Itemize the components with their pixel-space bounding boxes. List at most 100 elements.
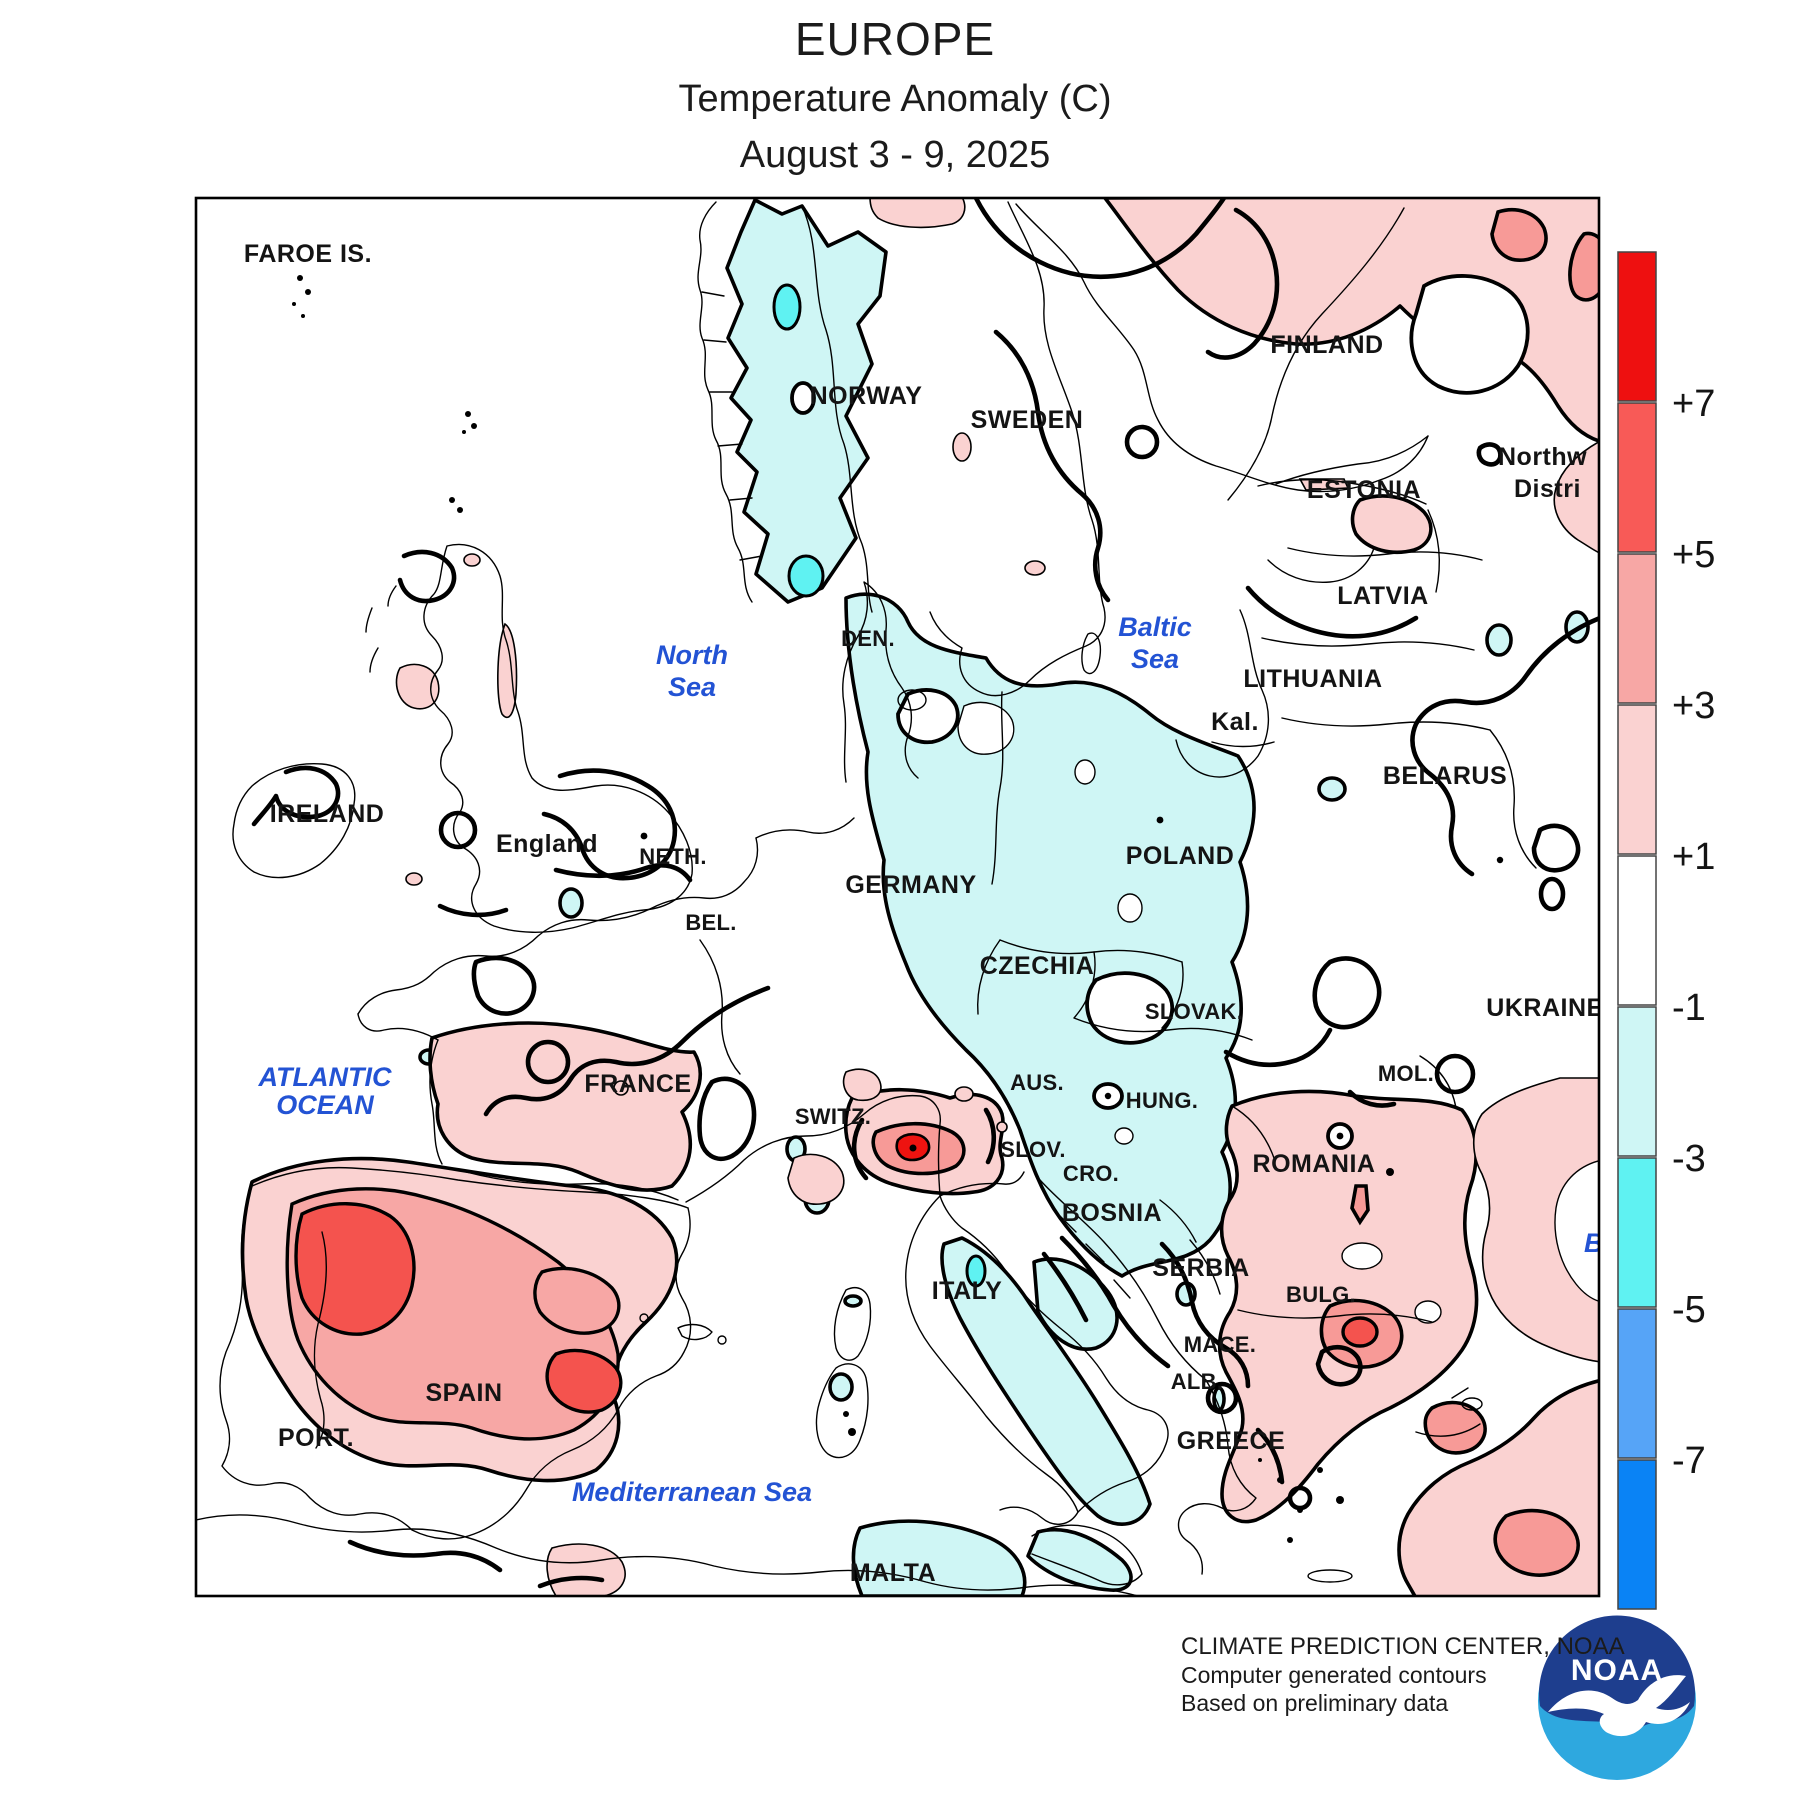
contour-romania-meander-2 [1347, 1089, 1397, 1108]
hole-karelia [1409, 274, 1530, 395]
contour-serbia-zigzag [1159, 1241, 1251, 1389]
contour-africa-2 [537, 1575, 605, 1589]
anomaly-spot-alps-e [954, 1086, 974, 1102]
label-macedonia: MACE. [1184, 1332, 1256, 1357]
coast-marmara [1415, 1387, 1481, 1437]
label-bosnia: BOSNIA [1062, 1199, 1162, 1227]
contour-belarus-loop-2 [1538, 876, 1566, 912]
anomaly-region-central-europe [844, 592, 1256, 1278]
isl-zealand [897, 689, 927, 711]
legend-tick-+7: +7 [1672, 383, 1715, 425]
contour-wales-circle [438, 810, 478, 850]
anomaly-region-ebro [533, 1266, 621, 1335]
legend-tick-+3: +3 [1672, 685, 1715, 727]
hole-hungary-2 [1114, 1127, 1134, 1145]
anomaly-region-russia-right-edge [1553, 440, 1599, 554]
contour-africa-1 [347, 1539, 503, 1573]
coast-channel-netherlands [357, 837, 759, 1015]
isl-gotland [1081, 632, 1102, 675]
label-belarus: BELARUS [1383, 762, 1507, 790]
label-mediterranean: Mediterranean Sea [572, 1477, 812, 1507]
legend-block-5 [1617, 1006, 1657, 1157]
anomaly-spot-caithness [463, 553, 481, 567]
isl-corsica [833, 1286, 872, 1361]
anomaly-region-finland-nw-russia [1103, 198, 1599, 443]
label-denmark: DEN. [841, 626, 895, 651]
label-north-sea-1: North [656, 640, 728, 670]
map-content: FAROE IS. NORWAY SWEDEN FINLAND ESTONIA North… [196, 198, 1599, 1596]
legend-tick-+1: +1 [1672, 836, 1715, 878]
label-slovakia: SLOVAK. [1145, 999, 1243, 1024]
label-baltic-sea-1: Baltic [1118, 612, 1192, 642]
coast-sweden [929, 201, 1106, 697]
label-norway: NORWAY [810, 382, 923, 410]
anomaly-spot-dobruja-red [1423, 1400, 1487, 1455]
dot-poland [1156, 816, 1164, 824]
label-spain: SPAIN [425, 1379, 502, 1407]
isl-aegean-5 [1287, 1537, 1293, 1543]
hole-germany-1 [896, 688, 960, 745]
border-norway-sweden [801, 205, 873, 613]
isl-crete [1307, 1569, 1353, 1583]
coast-hebrides [365, 585, 397, 673]
anomaly-spot-scotland-west [395, 663, 440, 710]
coast-sicily [1031, 1524, 1143, 1586]
border-finland-russia [1227, 207, 1405, 501]
anomaly-spot-france-center [613, 1080, 629, 1096]
legend-tick-+5: +5 [1672, 534, 1715, 576]
anomaly-spot-latvia [1485, 623, 1513, 657]
legend-block-6 [1617, 1157, 1657, 1308]
legend-block-8 [1617, 1459, 1657, 1610]
isl-aegean-6 [1258, 1458, 1262, 1462]
attribution-line-1: CLIMATE PREDICTION CENTER, NOAA [1181, 1633, 1625, 1660]
anomaly-spot-corsica [843, 1294, 863, 1308]
anomaly-spot-norway-bright-1 [772, 283, 802, 331]
page-subtitle: Temperature Anomaly (C) [678, 78, 1112, 120]
alps-core-dot [909, 1144, 917, 1152]
label-italy: ITALY [932, 1277, 1003, 1305]
attribution-line-3: Based on preliminary data [1181, 1690, 1449, 1717]
anomaly-region-iberia-core [294, 1202, 416, 1336]
contour-greece [1255, 1427, 1285, 1485]
border-germany-czechia [977, 939, 1001, 1015]
contour-england-north [541, 768, 678, 881]
border-belarus-russia [1489, 729, 1537, 869]
border-czechia-slovakia [1073, 951, 1253, 1041]
isl-shetland-2 [471, 423, 477, 429]
label-poland: POLAND [1126, 842, 1235, 870]
label-portugal: PORT. [278, 1424, 354, 1452]
hole-norway [790, 381, 816, 415]
label-northwestern: Northw [1498, 443, 1587, 471]
label-moldova: MOL. [1378, 1061, 1434, 1086]
coast-provence [685, 1094, 941, 1203]
label-romania: ROMANIA [1253, 1150, 1376, 1178]
anomaly-region-tunisia [546, 1543, 626, 1596]
contour-macedonia-circle [1205, 1381, 1239, 1415]
map-frame [194, 196, 1601, 1598]
contour-sweden-circle [1124, 424, 1160, 460]
label-netherlands: NETH. [639, 844, 707, 869]
hole-czechia [1085, 971, 1175, 1045]
contour-aegean-loop [1287, 1485, 1313, 1511]
contour-alps-arc-w [851, 1117, 869, 1181]
anomaly-region-bulgaria-inner [1341, 1316, 1379, 1348]
label-malta: MALTA [850, 1559, 936, 1587]
border-serbia [1159, 1199, 1221, 1295]
coastlines-and-borders [196, 201, 1537, 1596]
label-croatia: CRO. [1063, 1161, 1119, 1186]
coast-estonia [1257, 479, 1427, 505]
anomaly-spot-scotland-east [497, 622, 518, 719]
label-atlantic-1: ATLANTIC [258, 1062, 392, 1092]
anomaly-spot-alps-tiny [996, 1121, 1008, 1133]
contour-france-loop [697, 1076, 757, 1162]
label-estonia: ESTONIA [1307, 476, 1421, 504]
coast-gulf-of-riga [1267, 547, 1375, 583]
coast-britain [423, 543, 693, 933]
isl-shetland-1 [465, 411, 471, 417]
isl-faroe-3 [292, 302, 296, 306]
coast-norway-fjords [697, 201, 753, 603]
coast-italy-west [905, 1195, 1079, 1525]
contour-cornwall [437, 903, 509, 918]
hole-romania-2 [1341, 1242, 1383, 1270]
contour-scotland [397, 549, 457, 604]
